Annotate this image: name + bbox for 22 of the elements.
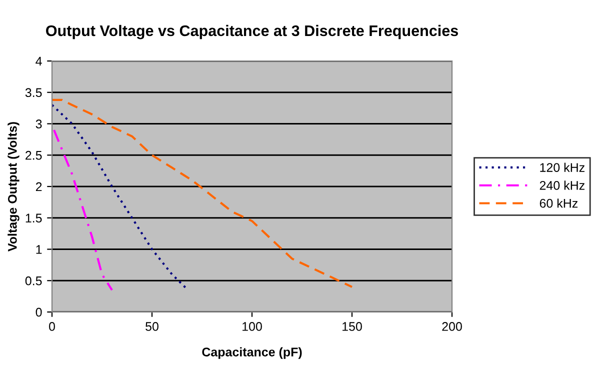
y-tick-label: 1 — [36, 245, 42, 254]
y-tick-label: 0 — [36, 308, 42, 317]
y-tick-label: 3.5 — [25, 88, 42, 98]
legend-label: 60 kHz — [540, 198, 578, 208]
y-tick-label: 0.5 — [25, 276, 42, 286]
x-tick-label: 150 — [342, 322, 362, 331]
y-tick-label: 3 — [36, 120, 42, 128]
y-tick-label: 1.5 — [26, 214, 42, 223]
x-axis-title: Capacitance (pF) — [202, 347, 302, 359]
x-tick-label: 0 — [49, 322, 55, 331]
y-tick-label: 2.5 — [26, 150, 42, 160]
chart-title: Output Voltage vs Capacitance at 3 Discrete Frequencies — [46, 24, 458, 40]
line-series — [52, 98, 354, 288]
line-series — [52, 128, 114, 292]
y-tick-label: 2 — [36, 182, 42, 192]
legend-label: 120 kHz — [540, 162, 584, 172]
x-tick-label: 100 — [242, 322, 262, 331]
y-axis-title: Voltage Output (Volts) — [8, 122, 20, 252]
x-tick-label: 200 — [442, 322, 462, 331]
legend-label: 240 kHz — [540, 180, 584, 190]
x-tick-label: 50 — [146, 322, 158, 331]
y-tick-label: 4 — [36, 56, 42, 66]
